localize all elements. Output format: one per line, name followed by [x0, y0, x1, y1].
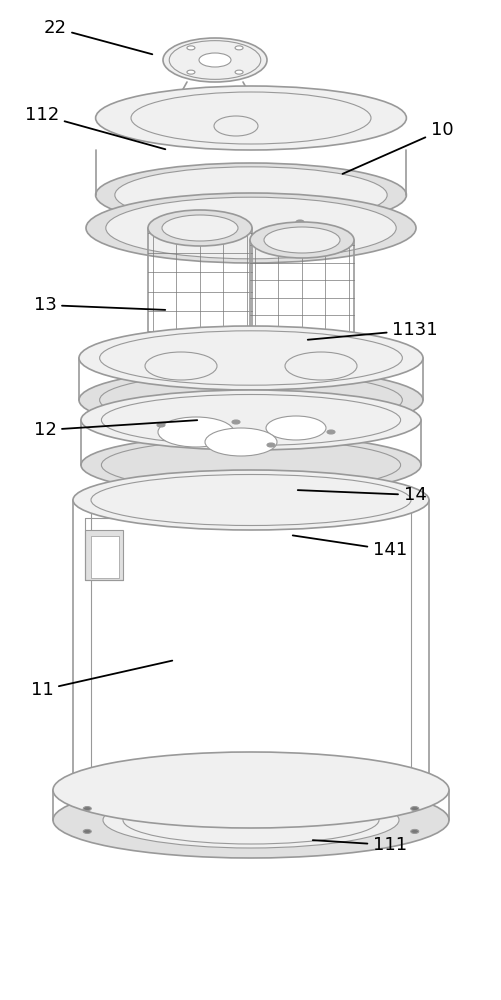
Ellipse shape [234, 46, 242, 50]
Ellipse shape [148, 210, 252, 246]
Text: 14: 14 [297, 486, 425, 504]
Bar [91, 536, 119, 578]
Ellipse shape [95, 86, 406, 150]
Ellipse shape [186, 70, 194, 74]
Text: 11: 11 [31, 661, 172, 699]
Ellipse shape [79, 368, 422, 432]
Text: 22: 22 [44, 19, 152, 54]
Ellipse shape [106, 197, 395, 259]
Text: 111: 111 [312, 836, 406, 854]
Ellipse shape [264, 342, 339, 368]
Ellipse shape [260, 376, 343, 404]
Ellipse shape [53, 752, 448, 828]
Ellipse shape [157, 423, 165, 427]
Ellipse shape [83, 807, 91, 811]
Ellipse shape [158, 417, 233, 447]
Ellipse shape [296, 220, 304, 224]
Text: 10: 10 [342, 121, 452, 174]
Text: 13: 13 [34, 296, 165, 314]
Ellipse shape [234, 70, 242, 74]
Ellipse shape [95, 163, 406, 227]
Ellipse shape [231, 420, 239, 424]
Ellipse shape [148, 337, 252, 373]
Ellipse shape [410, 807, 418, 811]
Ellipse shape [163, 38, 267, 82]
Ellipse shape [81, 435, 420, 495]
Ellipse shape [53, 782, 448, 858]
Ellipse shape [266, 416, 325, 440]
Ellipse shape [163, 113, 267, 137]
Ellipse shape [81, 390, 420, 450]
Ellipse shape [103, 792, 398, 848]
Ellipse shape [79, 326, 422, 390]
Ellipse shape [249, 222, 353, 258]
Ellipse shape [115, 167, 386, 223]
Ellipse shape [410, 829, 418, 833]
Text: 141: 141 [292, 535, 406, 559]
Text: 1131: 1131 [307, 321, 437, 340]
Ellipse shape [267, 443, 275, 447]
Ellipse shape [162, 215, 237, 241]
Text: 12: 12 [34, 420, 197, 439]
Text: 112: 112 [25, 106, 165, 149]
Ellipse shape [186, 46, 194, 50]
Ellipse shape [249, 337, 353, 373]
Ellipse shape [264, 227, 339, 253]
Ellipse shape [198, 53, 230, 67]
Ellipse shape [83, 829, 91, 833]
Ellipse shape [73, 470, 428, 530]
Ellipse shape [158, 376, 241, 404]
Ellipse shape [86, 193, 415, 263]
Bar [85, 530, 123, 580]
Ellipse shape [326, 430, 334, 434]
Ellipse shape [204, 428, 277, 456]
Ellipse shape [162, 342, 237, 368]
